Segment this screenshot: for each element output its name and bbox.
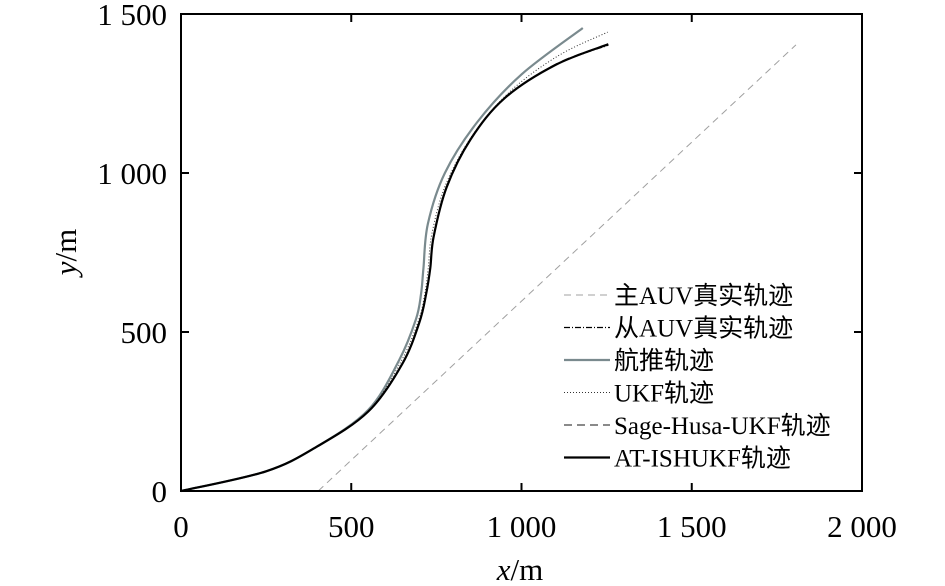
legend-label: 主AUV真实轨迹 <box>614 282 793 310</box>
x-tick-label: 2 000 <box>827 509 897 544</box>
series-line-4 <box>180 43 609 492</box>
x-tick-label: 500 <box>328 509 375 544</box>
y-tick-label: 0 <box>152 474 168 509</box>
y-axis-var: y <box>48 261 83 278</box>
x-tick-label: 0 <box>173 509 189 544</box>
series-line-3 <box>180 31 608 492</box>
series-line-5 <box>180 43 609 493</box>
legend-label: 航推轨迹 <box>614 347 714 375</box>
x-tick-label: 1 000 <box>487 509 557 544</box>
series-line-2 <box>180 27 584 493</box>
y-tick-label: 1 500 <box>97 0 167 32</box>
series-line-0 <box>317 44 797 492</box>
ticks-layer: 0 500 1 000 1 500 2 000 0 500 1 000 1 500 <box>97 0 897 544</box>
x-axis-var: x <box>496 552 511 586</box>
y-tick-label: 500 <box>121 315 168 350</box>
series-layer <box>180 27 797 493</box>
x-axis-unit: /m <box>511 552 544 586</box>
legend-label: Sage-Husa-UKF轨迹 <box>614 412 831 440</box>
series-line-1 <box>180 44 609 492</box>
legend-label: UKF轨迹 <box>614 380 714 408</box>
legend-label: 从AUV真实轨迹 <box>614 315 793 343</box>
y-tick-label: 1 000 <box>97 156 167 191</box>
y-axis-label: y/m <box>48 229 83 279</box>
y-axis-unit: /m <box>48 229 83 262</box>
x-tick-label: 1 500 <box>657 509 727 544</box>
x-axis-label: x/m <box>496 552 544 586</box>
legend-label: AT-ISHUKF轨迹 <box>614 445 791 473</box>
